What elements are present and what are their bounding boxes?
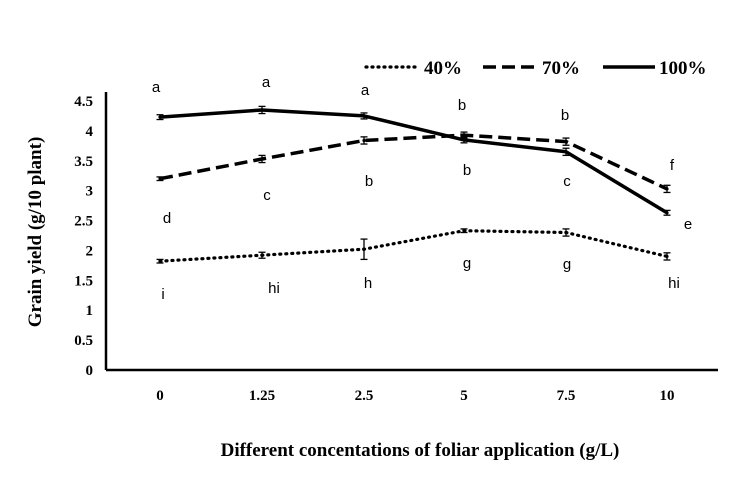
data-point xyxy=(362,114,366,118)
data-point xyxy=(665,211,669,215)
data-point xyxy=(158,259,162,263)
significance-letter: hi xyxy=(268,280,280,297)
x-tick-label: 7.5 xyxy=(557,388,576,404)
legend-label: 100% xyxy=(659,58,707,79)
x-tick-label: 0 xyxy=(156,388,164,404)
legend-item: 100% xyxy=(603,58,707,79)
significance-letter: g xyxy=(463,255,471,272)
x-tick-label: 1.25 xyxy=(249,388,275,404)
y-axis-title: Grain yield (g/10 plant) xyxy=(25,137,46,328)
data-point xyxy=(665,254,669,259)
significance-letter: c xyxy=(263,187,271,204)
x-tick-label: 5 xyxy=(460,388,468,404)
significance-letter: c xyxy=(563,173,571,190)
y-tick-label: 2.5 xyxy=(74,214,93,230)
significance-letter: g xyxy=(563,256,571,273)
x-tick-labels: 0 1.25 2.5 5 7.5 10 xyxy=(156,388,674,404)
series-line xyxy=(159,133,668,191)
series-1 xyxy=(156,131,671,194)
y-tick-label: 3 xyxy=(86,184,94,200)
significance-letter: a xyxy=(361,82,370,99)
significance-letter: d xyxy=(163,210,171,227)
series-layer xyxy=(156,105,671,264)
y-tick-label: 1 xyxy=(86,303,94,319)
legend-label: 70% xyxy=(542,58,580,79)
series-0 xyxy=(156,228,671,264)
significance-letter: a xyxy=(152,79,161,96)
data-point xyxy=(260,108,264,112)
legend: 40% 70% 100% xyxy=(364,58,707,79)
x-tick-label: 10 xyxy=(660,388,675,404)
data-point xyxy=(462,229,466,233)
significance-letters: i hi h g g hi d c b b c f a a a b b e xyxy=(152,74,692,303)
significance-letter: f xyxy=(670,157,675,174)
data-point xyxy=(158,177,162,181)
y-tick-label: 1.5 xyxy=(74,273,93,289)
data-point xyxy=(260,157,264,161)
data-point xyxy=(362,247,366,251)
significance-letter: a xyxy=(262,74,271,91)
legend-label: 40% xyxy=(424,58,462,79)
legend-item: 70% xyxy=(483,58,580,79)
significance-letter: i xyxy=(161,286,164,303)
series-line xyxy=(158,229,669,263)
data-point xyxy=(462,138,466,142)
y-tick-label: 0.5 xyxy=(74,333,93,349)
significance-letter: hi xyxy=(668,275,680,292)
y-tick-label: 2 xyxy=(86,243,94,259)
y-tick-label: 3.5 xyxy=(74,154,93,170)
x-axis-title: Different concentations of foliar applic… xyxy=(221,440,620,461)
axes xyxy=(104,92,718,372)
data-point xyxy=(564,140,568,144)
data-point xyxy=(362,138,366,143)
data-point xyxy=(260,253,264,257)
series-line xyxy=(159,108,668,215)
significance-letter: h xyxy=(364,275,372,292)
series-2 xyxy=(156,105,671,216)
y-tick-label: 4.5 xyxy=(74,94,93,110)
significance-letter: e xyxy=(684,216,692,233)
data-point xyxy=(665,187,669,191)
significance-letter: b xyxy=(561,107,569,124)
data-point xyxy=(564,230,568,235)
y-tick-label: 0 xyxy=(86,363,94,379)
y-tick-label: 4 xyxy=(86,124,94,140)
x-tick-label: 2.5 xyxy=(355,388,374,404)
legend-item: 40% xyxy=(364,58,462,79)
data-point xyxy=(158,115,162,119)
data-point xyxy=(462,133,466,137)
data-point xyxy=(564,150,568,154)
significance-letter: b xyxy=(458,97,466,114)
significance-letter: b xyxy=(365,173,373,190)
y-tick-labels: 0 0.5 1 1.5 2 2.5 3 3.5 4 4.5 xyxy=(74,94,93,379)
significance-letter: b xyxy=(463,162,471,179)
